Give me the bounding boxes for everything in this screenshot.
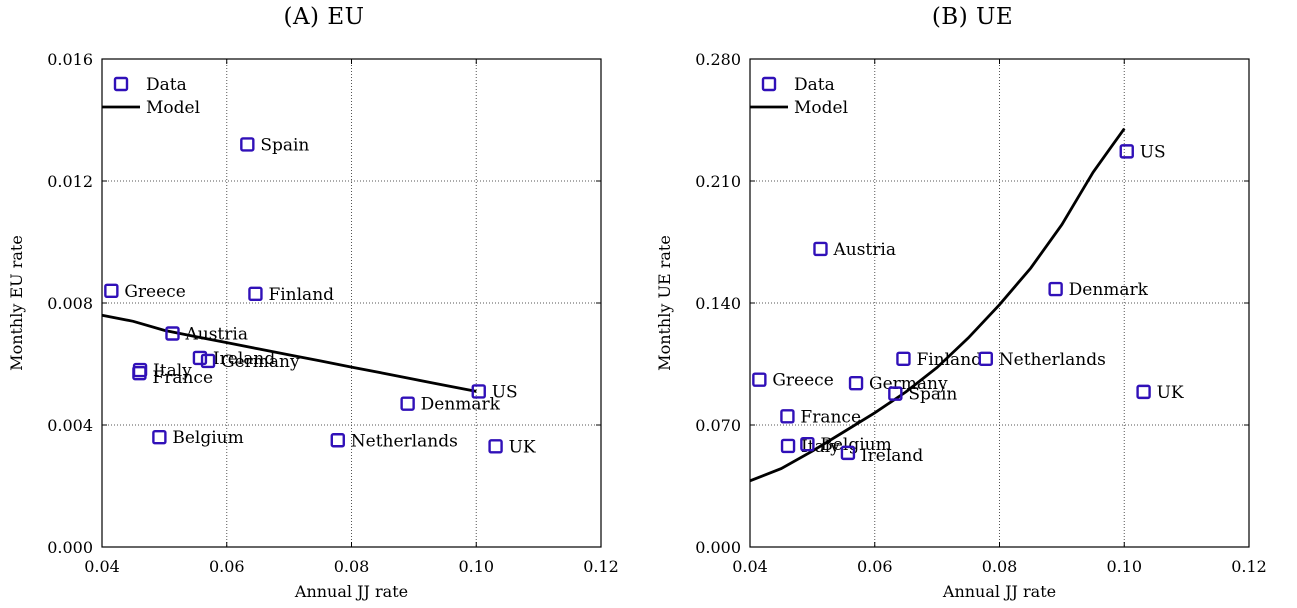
y-tick-label: 0.012 bbox=[47, 172, 93, 191]
x-tick-label: 0.08 bbox=[982, 557, 1018, 576]
data-point-label: Denmark bbox=[1069, 280, 1149, 300]
data-point-label: Germany bbox=[221, 352, 300, 372]
data-point bbox=[752, 372, 767, 387]
y-tick-label: 0.008 bbox=[47, 294, 93, 313]
x-tick-label: 0.08 bbox=[334, 557, 370, 576]
legend-label-data: Data bbox=[794, 75, 835, 95]
model-line bbox=[749, 127, 1126, 483]
data-point bbox=[896, 351, 911, 366]
eu-chart: 0.04 0.06 0.08 0.10 0.12 0.000 0.004 0.008 0.012… bbox=[7, 50, 619, 601]
data-point-label: Spain bbox=[260, 135, 309, 155]
data-point bbox=[888, 386, 903, 401]
data-point-label: France bbox=[152, 368, 213, 388]
y-tick-label: 0.000 bbox=[47, 538, 93, 557]
panel-eu: (A) EU 0.04 0.06 0.08 0.10 0.12 0.000 0.004 0.0… bbox=[0, 0, 648, 604]
data-point bbox=[192, 350, 208, 366]
x-tick-label: 0.12 bbox=[583, 557, 619, 576]
data-point bbox=[240, 137, 255, 152]
data-point-label: Italy bbox=[153, 361, 192, 381]
data-point-label: UK bbox=[509, 437, 536, 457]
data-point-label: Italy bbox=[801, 437, 840, 457]
legend-marker bbox=[761, 76, 777, 92]
data-point bbox=[800, 436, 815, 452]
legend-label-data: Data bbox=[146, 75, 187, 95]
y-tick-label: 0.016 bbox=[47, 50, 93, 69]
data-point bbox=[848, 375, 864, 391]
x-tick-label: 0.10 bbox=[458, 557, 494, 576]
data-point bbox=[1119, 144, 1134, 159]
panel-ue: (B) UE 0.04 0.06 0.08 0.10 0.12 0.000 0.070 0.1… bbox=[648, 0, 1297, 604]
data-point bbox=[780, 409, 795, 424]
data-point-label: Greece bbox=[772, 371, 833, 391]
legend-label-model: Model bbox=[794, 98, 848, 118]
data-point bbox=[132, 365, 147, 381]
data-point bbox=[978, 351, 993, 366]
data-point-label: Belgium bbox=[820, 435, 891, 455]
data-point bbox=[104, 283, 119, 298]
y-axis-label: Monthly UE rate bbox=[655, 235, 674, 371]
data-point-label: Denmark bbox=[421, 395, 501, 415]
data-point-label: Greece bbox=[124, 282, 185, 302]
data-point bbox=[488, 439, 503, 454]
y-tick-label: 0.000 bbox=[695, 538, 741, 557]
data-point-label: Ireland bbox=[213, 349, 275, 369]
model-line bbox=[101, 313, 477, 393]
data-point-label: US bbox=[1140, 142, 1166, 162]
legend-label-model: Model bbox=[146, 98, 200, 118]
ue-chart: 0.04 0.06 0.08 0.10 0.12 0.000 0.070 0.140 0.210… bbox=[655, 50, 1267, 601]
data-point-label: US bbox=[492, 382, 518, 402]
y-axis-label: Monthly EU rate bbox=[7, 235, 26, 371]
x-tick-label: 0.04 bbox=[84, 557, 120, 576]
y-tick-label: 0.070 bbox=[695, 416, 741, 435]
data-point bbox=[813, 241, 828, 257]
data-point-label: Finland bbox=[916, 350, 982, 370]
y-tick-label: 0.140 bbox=[695, 294, 741, 313]
data-point bbox=[330, 433, 345, 448]
data-point bbox=[1048, 281, 1063, 297]
data-point-label: Ireland bbox=[861, 446, 923, 466]
chart-title: (A) EU bbox=[283, 4, 365, 30]
data-point-label: Belgium bbox=[172, 428, 243, 448]
x-axis-label: Annual JJ rate bbox=[942, 582, 1056, 601]
y-tick-label: 0.210 bbox=[695, 172, 741, 191]
x-axis-label: Annual JJ rate bbox=[294, 582, 408, 601]
legend-marker bbox=[113, 76, 129, 92]
data-point-label: Spain bbox=[908, 385, 957, 405]
x-tick-label: 0.06 bbox=[857, 557, 893, 576]
chart-title: (B) UE bbox=[931, 4, 1014, 30]
data-point bbox=[840, 445, 856, 461]
data-point-label: Netherlands bbox=[999, 350, 1106, 370]
x-tick-label: 0.10 bbox=[1106, 557, 1142, 576]
data-point-label: Netherlands bbox=[351, 431, 458, 451]
data-point-label: UK bbox=[1157, 383, 1184, 403]
data-point-label: Finland bbox=[268, 285, 334, 305]
y-tick-label: 0.004 bbox=[47, 416, 93, 435]
data-point-label: Austria bbox=[832, 240, 895, 260]
data-point-label: France bbox=[800, 407, 861, 427]
data-point bbox=[471, 384, 486, 399]
data-point bbox=[200, 353, 216, 369]
data-point-label: Austria bbox=[184, 325, 247, 345]
y-tick-label: 0.280 bbox=[695, 50, 741, 69]
data-point bbox=[248, 286, 263, 302]
x-tick-label: 0.12 bbox=[1231, 557, 1267, 576]
data-point bbox=[152, 430, 167, 445]
x-tick-label: 0.04 bbox=[732, 557, 768, 576]
data-point bbox=[780, 438, 796, 454]
x-tick-label: 0.06 bbox=[209, 557, 245, 576]
data-point bbox=[1136, 384, 1151, 400]
data-point bbox=[400, 396, 415, 411]
data-point bbox=[165, 326, 180, 341]
